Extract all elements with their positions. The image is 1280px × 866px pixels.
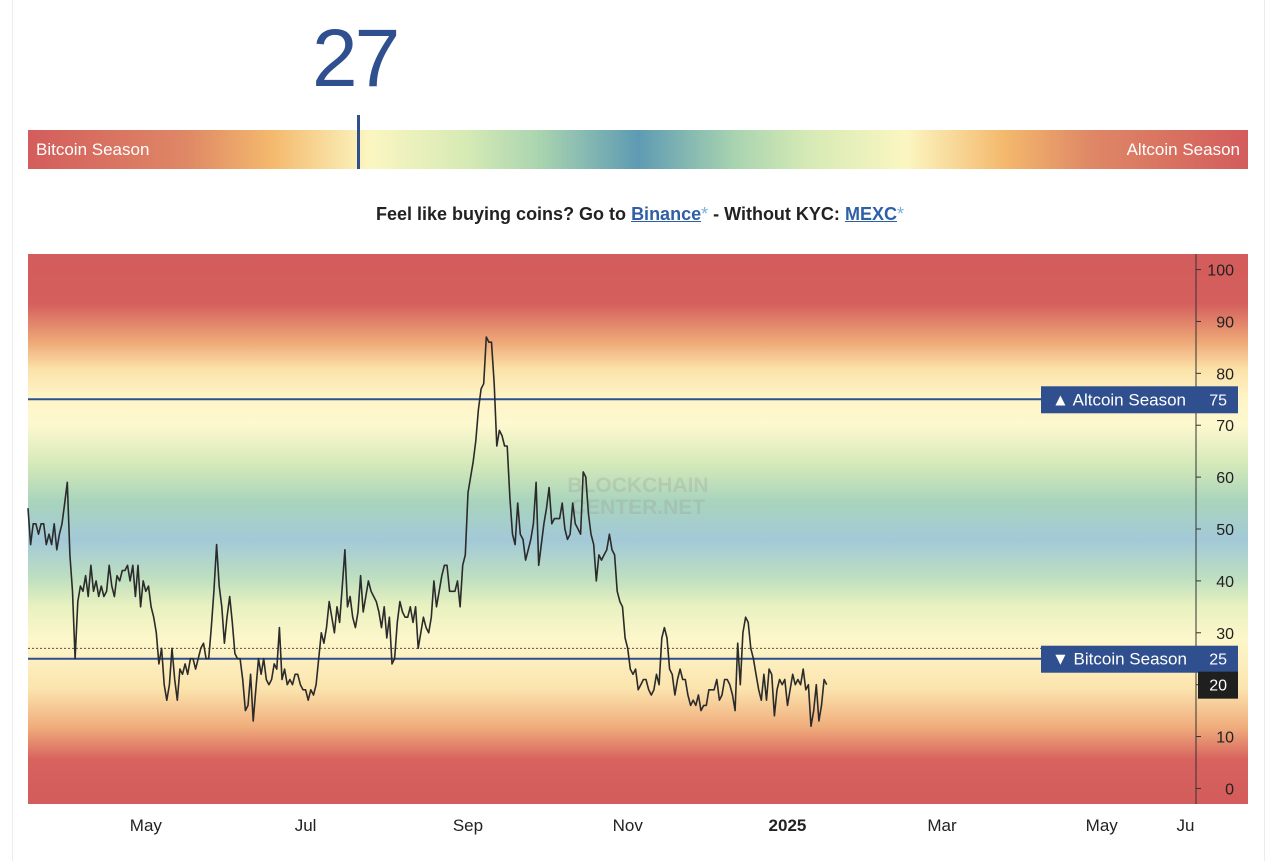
altcoin-index-value: 27 [312, 13, 400, 104]
y-tick-label: 70 [1216, 418, 1234, 435]
promo-prefix: Feel like buying coins? Go to [376, 204, 627, 224]
y-tick-label: 0 [1225, 781, 1234, 798]
binance-star: * [701, 204, 709, 224]
threshold-label: ▼ Bitcoin Season [1052, 650, 1187, 669]
season-gauge-bar: Bitcoin Season Altcoin Season [28, 130, 1248, 169]
threshold-labels: ▲ Altcoin Season 75 ▼ Bitcoin Season 25 20 [1041, 386, 1238, 699]
gauge-bitcoin-season-label: Bitcoin Season [36, 140, 150, 159]
promo-line: Feel like buying coins? Go to Binance* -… [0, 204, 1280, 225]
x-axis: May Jul Sep Nov 2025 Mar May Ju [130, 816, 1195, 835]
y-tick-label: 80 [1216, 366, 1234, 383]
y-tick-label: 10 [1216, 730, 1234, 747]
gauge-altcoin-season-label: Altcoin Season [1126, 140, 1240, 159]
x-tick-label: Ju [1177, 816, 1195, 835]
threshold-value: 25 [1209, 652, 1227, 669]
x-tick-label: May [1086, 816, 1119, 835]
y-tick-label: 40 [1216, 574, 1234, 591]
gauge-marker [357, 115, 360, 169]
threshold-value: 75 [1209, 392, 1227, 409]
threshold-label: ▲ Altcoin Season [1052, 390, 1186, 409]
watermark-line2: CENTER.NET [571, 496, 705, 519]
current-value-label: 20 [1209, 678, 1227, 695]
threshold-lines [28, 398, 1196, 660]
y-tick-label: 50 [1216, 522, 1234, 539]
binance-link[interactable]: Binance [631, 204, 702, 224]
x-tick-label: Nov [613, 816, 644, 835]
mexc-star: * [896, 204, 904, 224]
x-tick-label: Sep [453, 816, 483, 835]
promo-middle: - Without KYC: [713, 204, 840, 224]
current-value-box [1198, 671, 1238, 699]
series-layer [27, 336, 828, 728]
threshold-label-box [1041, 386, 1238, 414]
y-tick-label: 60 [1216, 470, 1234, 487]
x-tick-label: 2025 [769, 816, 807, 835]
chart-background [28, 254, 1248, 804]
watermark: BLOCKCHAIN CENTER.NET [567, 474, 708, 519]
mexc-link[interactable]: MEXC [844, 204, 897, 224]
watermark-line1: BLOCKCHAIN [567, 474, 708, 497]
x-tick-label: Mar [927, 816, 957, 835]
threshold-label-box [1041, 645, 1238, 673]
series-line [27, 336, 828, 728]
x-tick-label: May [130, 816, 163, 835]
y-tick-label: 90 [1216, 314, 1234, 331]
page-frame [12, 0, 1265, 861]
y-tick-label: 100 [1207, 263, 1234, 280]
x-tick-label: Jul [295, 816, 317, 835]
y-tick-label: 30 [1216, 626, 1234, 643]
